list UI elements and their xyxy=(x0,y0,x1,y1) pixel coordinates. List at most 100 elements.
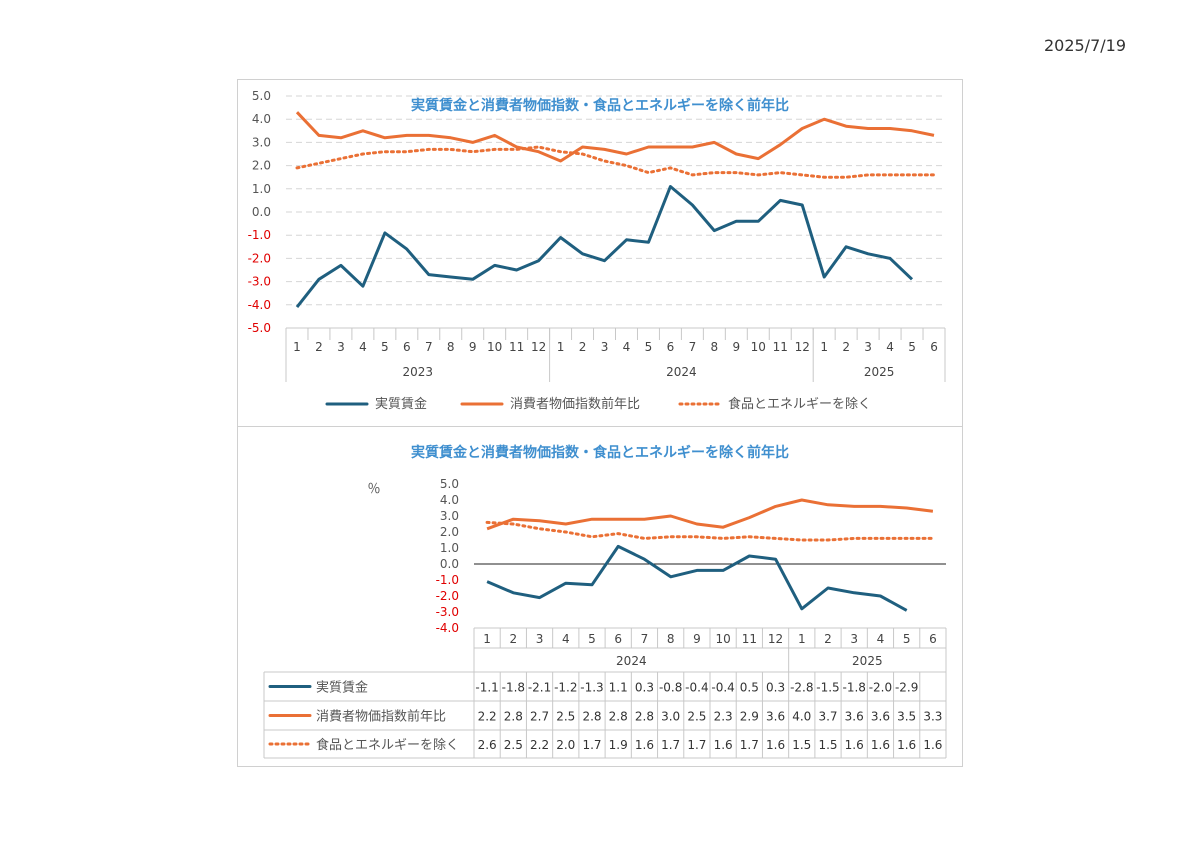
table-cell-wage: 1.1 xyxy=(609,681,628,695)
x-tick-label: 12 xyxy=(768,632,783,646)
y-tick-label: 5.0 xyxy=(252,89,271,103)
table-cell-cpi: 2.8 xyxy=(609,710,628,724)
x-tick-label: 2 xyxy=(842,340,850,354)
x-tick-label: 5 xyxy=(908,340,916,354)
x-tick-label: 6 xyxy=(667,340,675,354)
table-cell-wage: -0.4 xyxy=(685,681,708,695)
table-cell-core: 1.5 xyxy=(792,738,811,752)
table-cell-cpi: 2.8 xyxy=(582,710,601,724)
table-cell-core: 1.6 xyxy=(923,738,942,752)
x-tick-label: 3 xyxy=(864,340,872,354)
x-tick-label: 3 xyxy=(536,632,544,646)
series-line-core xyxy=(485,520,935,542)
table-cell-core: 2.6 xyxy=(478,738,497,752)
table-row-label-core: 食品とエネルギーを除く xyxy=(316,737,459,753)
chart-bottom: 実質賃金と消費者物価指数・食品とエネルギーを除く前年比 ％ 5.0 4.0 3.0 2.0… xyxy=(263,444,947,759)
x-tick-label: 8 xyxy=(711,340,719,354)
table-cell-core: 1.7 xyxy=(582,738,601,752)
x-tick-label: 6 xyxy=(614,632,622,646)
table-cell-core: 1.6 xyxy=(897,738,916,752)
x-tick-label: 10 xyxy=(751,340,766,354)
table-cell-wage: -0.4 xyxy=(711,681,734,695)
x-tick-label: 1 xyxy=(798,632,806,646)
x-tick-label: 9 xyxy=(693,632,701,646)
table-cell-cpi: 4.0 xyxy=(792,710,811,724)
x-tick-label: 2 xyxy=(824,632,832,646)
x-tick-label: 11 xyxy=(773,340,788,354)
table-cell-core: 1.9 xyxy=(609,738,628,752)
y-tick-label: -1.0 xyxy=(436,573,459,587)
table-row-label-cpi: 消費者物価指数前年比 xyxy=(316,709,446,725)
y-tick-label: 4.0 xyxy=(440,493,459,507)
table-cell-cpi: 3.5 xyxy=(897,710,916,724)
y-tick-label: -2.0 xyxy=(248,251,271,265)
table-cell-core: 1.7 xyxy=(661,738,680,752)
x-tick-label: 7 xyxy=(425,340,433,354)
y-tick-label: -4.0 xyxy=(436,621,459,635)
x-tick-label: 3 xyxy=(601,340,609,354)
x-tick-label: 12 xyxy=(795,340,810,354)
x-tick-label: 2 xyxy=(315,340,323,354)
y-tick-label: -5.0 xyxy=(248,321,271,335)
group-label: 2025 xyxy=(864,365,895,379)
y-tick-label: 2.0 xyxy=(440,525,459,539)
y-tick-label: 4.0 xyxy=(252,112,271,126)
y-tick-label: -1.0 xyxy=(248,228,271,242)
x-tick-label: 6 xyxy=(929,632,937,646)
table-cell-core: 1.5 xyxy=(818,738,837,752)
table-cell-wage: -2.1 xyxy=(528,681,551,695)
legend-label-cpi: 消費者物価指数前年比 xyxy=(510,396,640,412)
chart-frame xyxy=(237,79,963,767)
table-cell-wage: -2.0 xyxy=(869,681,892,695)
series-line-wage xyxy=(486,544,908,612)
table-cell-wage: -2.8 xyxy=(790,681,813,695)
table-row-label-wage: 実質賃金 xyxy=(316,680,368,696)
table-cell-core: 2.2 xyxy=(530,738,549,752)
series-line-core xyxy=(295,145,936,179)
y-tick-label: 2.0 xyxy=(252,159,271,173)
x-tick-label: 2 xyxy=(510,632,518,646)
y-tick-label: 1.0 xyxy=(440,541,459,555)
x-tick-label: 10 xyxy=(715,632,730,646)
x-tick-label: 4 xyxy=(562,632,570,646)
x-tick-label: 5 xyxy=(588,632,596,646)
table-cell-core: 1.7 xyxy=(740,738,759,752)
table-cell-core: 1.6 xyxy=(635,738,654,752)
group-label: 2023 xyxy=(403,365,434,379)
table-cell-cpi: 2.5 xyxy=(687,710,706,724)
x-tick-label: 3 xyxy=(850,632,858,646)
y-tick-label: -3.0 xyxy=(248,275,271,289)
x-tick-label: 6 xyxy=(930,340,938,354)
legend-label-wage: 実質賃金 xyxy=(375,396,427,412)
y-tick-label: 3.0 xyxy=(440,509,459,523)
y-tick-label: 3.0 xyxy=(252,135,271,149)
table-cell-wage: -1.1 xyxy=(475,681,498,695)
series-line-cpi xyxy=(295,111,935,163)
y-tick-label: 0.0 xyxy=(252,205,271,219)
x-tick-label: 12 xyxy=(531,340,546,354)
table-cell-cpi: 3.3 xyxy=(923,710,942,724)
x-tick-label: 1 xyxy=(557,340,565,354)
table-cell-cpi: 2.8 xyxy=(504,710,523,724)
table-cell-cpi: 3.7 xyxy=(818,710,837,724)
x-tick-label: 7 xyxy=(641,632,649,646)
x-tick-label: 8 xyxy=(667,632,675,646)
table-cell-cpi: 2.9 xyxy=(740,710,759,724)
y-tick-label: -2.0 xyxy=(436,589,459,603)
chart-divider xyxy=(237,426,963,427)
x-tick-label: 9 xyxy=(469,340,477,354)
x-tick-label: 1 xyxy=(820,340,828,354)
x-tick-label: 4 xyxy=(359,340,367,354)
table-cell-core: 1.6 xyxy=(714,738,733,752)
chart-title: 実質賃金と消費者物価指数・食品とエネルギーを除く前年比 xyxy=(411,97,789,114)
table-cell-cpi: 2.5 xyxy=(556,710,575,724)
table-cell-wage: -1.5 xyxy=(816,681,839,695)
table-cell-cpi: 3.6 xyxy=(766,710,785,724)
table-cell-core: 2.5 xyxy=(504,738,523,752)
legend-label-core: 食品とエネルギーを除く xyxy=(728,396,871,412)
x-tick-label: 8 xyxy=(447,340,455,354)
x-tick-label: 1 xyxy=(483,632,491,646)
x-tick-label: 5 xyxy=(645,340,653,354)
table-cell-core: 1.6 xyxy=(766,738,785,752)
table-cell-wage: -1.3 xyxy=(580,681,603,695)
